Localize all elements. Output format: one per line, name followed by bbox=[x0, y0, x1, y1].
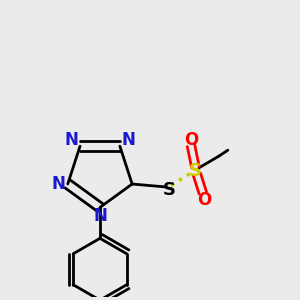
Text: S: S bbox=[163, 181, 176, 199]
Text: N: N bbox=[93, 207, 107, 225]
Text: N: N bbox=[64, 131, 78, 149]
Text: N: N bbox=[122, 131, 136, 149]
Text: S: S bbox=[189, 162, 202, 180]
Text: O: O bbox=[184, 131, 198, 149]
Text: N: N bbox=[52, 175, 66, 193]
Text: O: O bbox=[197, 191, 212, 209]
